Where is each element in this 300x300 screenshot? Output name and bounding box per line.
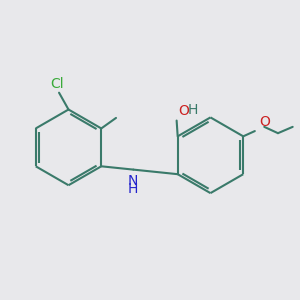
Text: H: H [127,182,137,196]
Text: H: H [187,103,198,117]
Text: N: N [127,174,137,188]
Text: O: O [178,104,189,118]
Text: O: O [260,115,270,129]
Text: Cl: Cl [50,76,64,91]
